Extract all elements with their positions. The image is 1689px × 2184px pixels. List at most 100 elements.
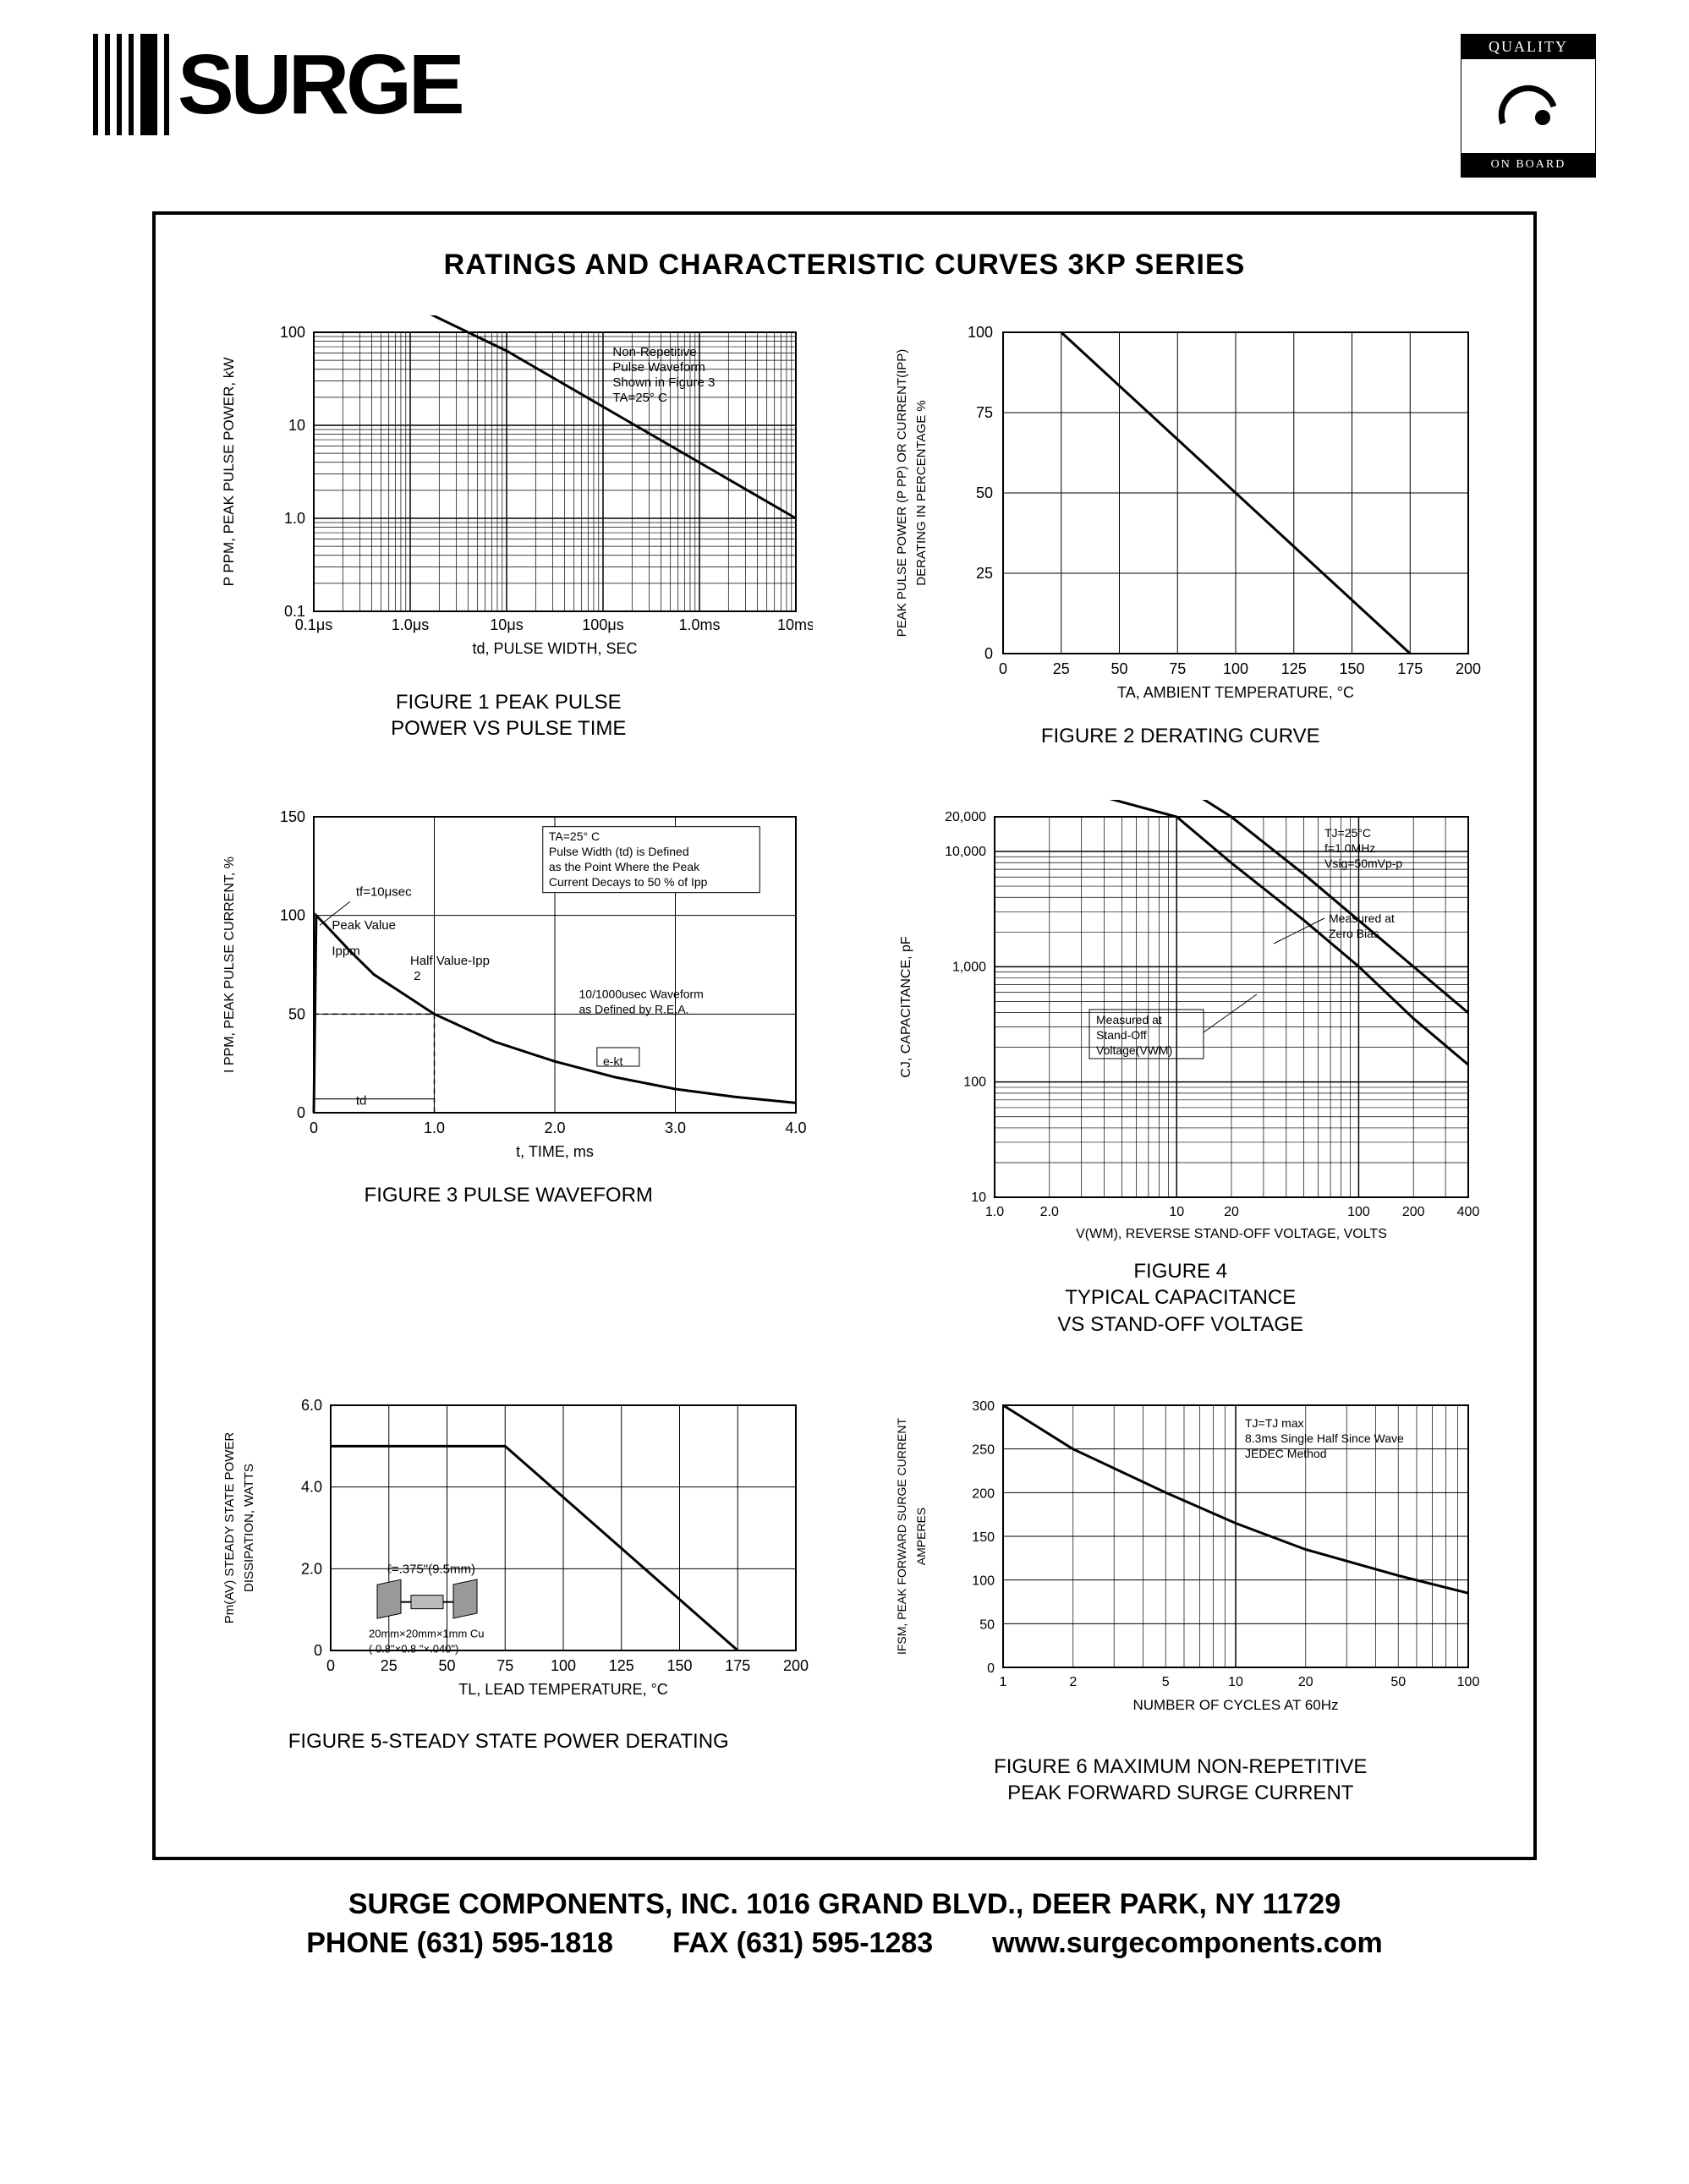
svg-text:1.0: 1.0 — [284, 510, 305, 527]
svg-text:2.0: 2.0 — [545, 1119, 566, 1136]
svg-text:100: 100 — [1456, 1675, 1479, 1689]
surge-logo: SURGE — [93, 34, 462, 135]
main-frame: RATINGS AND CHARACTERISTIC CURVES 3KP SE… — [152, 211, 1537, 1860]
svg-text:TJ=25°Cf=1.0MHzVsig=50mVp-p: TJ=25°Cf=1.0MHzVsig=50mVp-p — [1324, 826, 1402, 870]
svg-text:Measured atZero Bias: Measured atZero Bias — [1329, 911, 1395, 940]
badge-symbol — [1461, 59, 1595, 153]
footer-line1: SURGE COMPONENTS, INC. 1016 GRAND BLVD.,… — [34, 1886, 1655, 1924]
svg-text:10ms: 10ms — [777, 616, 813, 633]
fig2-caption: FIGURE 2 DERATING CURVE — [1041, 723, 1320, 749]
svg-text:td: td — [356, 1094, 367, 1108]
fig1-caption: FIGURE 1 PEAK PULSEPOWER VS PULSE TIME — [391, 689, 626, 742]
svg-text:1,000: 1,000 — [952, 961, 986, 975]
svg-text:75: 75 — [1169, 660, 1186, 677]
svg-text:100: 100 — [963, 1076, 986, 1090]
svg-text:10: 10 — [1228, 1675, 1243, 1689]
svg-text:10: 10 — [1169, 1205, 1184, 1219]
svg-text:2.0: 2.0 — [1039, 1205, 1058, 1219]
svg-text:100μs: 100μs — [583, 616, 624, 633]
fig6-caption: FIGURE 6 MAXIMUM NON-REPETITIVEPEAK FORW… — [994, 1754, 1367, 1806]
charts-grid: 0.1μs1.0μs10μs100μs1.0ms10ms0.11.010100N… — [189, 315, 1500, 1806]
fig2-svg: 02550751001251501752000255075100TA, AMBI… — [876, 315, 1485, 713]
svg-text:4.0: 4.0 — [301, 1478, 322, 1495]
svg-text:I PPM, PEAK PULSE CURRENT, %: I PPM, PEAK PULSE CURRENT, % — [222, 857, 237, 1073]
badge-top-text: QUALITY — [1461, 35, 1595, 59]
svg-text:10,000: 10,000 — [945, 845, 986, 859]
svg-text:10: 10 — [971, 1191, 986, 1205]
svg-text:6.0: 6.0 — [301, 1397, 322, 1414]
svg-text:e-kt: e-kt — [603, 1054, 622, 1068]
svg-text:50: 50 — [288, 1006, 305, 1023]
svg-text:3.0: 3.0 — [665, 1119, 686, 1136]
logo-barcode-icon — [93, 34, 169, 135]
svg-text:175: 175 — [725, 1657, 750, 1674]
svg-text:2: 2 — [1069, 1675, 1077, 1689]
svg-text:20,000: 20,000 — [945, 810, 986, 824]
svg-text:50: 50 — [439, 1657, 456, 1674]
svg-text:20: 20 — [1224, 1205, 1239, 1219]
fig3-svg: 01.02.03.04.0050100150tf=10μsecPeak Valu… — [204, 800, 813, 1172]
svg-text:75: 75 — [496, 1657, 513, 1674]
logo-text: SURGE — [178, 36, 462, 134]
svg-text:1.0μs: 1.0μs — [392, 616, 429, 633]
figure-1: 0.1μs1.0μs10μs100μs1.0ms10ms0.11.010100N… — [189, 315, 828, 749]
fig3-caption: FIGURE 3 PULSE WAVEFORM — [365, 1182, 653, 1208]
svg-text:150: 150 — [1339, 660, 1364, 677]
figure-2: 02550751001251501752000255075100TA, AMBI… — [862, 315, 1500, 749]
fig6-svg: 050100150200250300125102050100TJ=TJ max8… — [876, 1388, 1485, 1743]
svg-text:DISSIPATION, WATTS: DISSIPATION, WATTS — [242, 1464, 256, 1592]
quality-badge: QUALITY ON BOARD — [1461, 34, 1596, 178]
fig1-svg: 0.1μs1.0μs10μs100μs1.0ms10ms0.11.010100N… — [204, 315, 813, 679]
svg-text:2.0: 2.0 — [301, 1560, 322, 1577]
svg-text:IFSM, PEAK FORWARD SURGE CURRE: IFSM, PEAK FORWARD SURGE CURRENT — [895, 1417, 908, 1654]
svg-text:300: 300 — [972, 1399, 995, 1414]
svg-text:TJ=TJ max8.3ms Single Half Sin: TJ=TJ max8.3ms Single Half Since WaveJED… — [1245, 1416, 1404, 1460]
svg-text:DERATING IN PERCENTAGE %: DERATING IN PERCENTAGE % — [914, 400, 929, 585]
svg-text:5: 5 — [1162, 1675, 1170, 1689]
svg-text:75: 75 — [976, 404, 993, 421]
svg-text:0.1: 0.1 — [284, 603, 305, 620]
svg-text:150: 150 — [972, 1530, 995, 1545]
svg-text:AMPERES: AMPERES — [914, 1508, 928, 1565]
svg-text:tf=10μsec: tf=10μsec — [356, 885, 412, 900]
svg-text:1.0: 1.0 — [424, 1119, 445, 1136]
svg-text:10μs: 10μs — [491, 616, 524, 633]
fig5-caption: FIGURE 5-STEADY STATE POWER DERATING — [288, 1728, 729, 1754]
svg-text:25: 25 — [1052, 660, 1069, 677]
svg-text:100: 100 — [551, 1657, 576, 1674]
svg-text:Pm(AV) STEADY STATE POWER: Pm(AV) STEADY STATE POWER — [222, 1431, 237, 1623]
svg-text:ℓ=.375"(9.5mm): ℓ=.375"(9.5mm) — [387, 1562, 475, 1576]
svg-text:0: 0 — [326, 1657, 335, 1674]
svg-text:20: 20 — [1298, 1675, 1313, 1689]
svg-text:100: 100 — [972, 1574, 995, 1588]
svg-text:V(WM), REVERSE STAND-OFF VOLTA: V(WM), REVERSE STAND-OFF VOLTAGE, VOLTS — [1076, 1227, 1387, 1241]
figure-5: 025507510012515017520002.04.06.0ℓ=.375"(… — [189, 1388, 828, 1806]
svg-text:100: 100 — [280, 324, 305, 341]
fig4-caption: FIGURE 4TYPICAL CAPACITANCEVS STAND-OFF … — [1057, 1258, 1303, 1338]
svg-text:25: 25 — [381, 1657, 398, 1674]
badge-bot-text: ON BOARD — [1461, 153, 1595, 177]
svg-text:0: 0 — [310, 1119, 318, 1136]
page-footer: SURGE COMPONENTS, INC. 1016 GRAND BLVD.,… — [34, 1886, 1655, 1963]
svg-text:100: 100 — [1223, 660, 1248, 677]
svg-text:1.0ms: 1.0ms — [679, 616, 721, 633]
svg-text:125: 125 — [609, 1657, 634, 1674]
svg-text:0: 0 — [987, 1661, 995, 1676]
figure-3: 01.02.03.04.0050100150tf=10μsecPeak Valu… — [189, 800, 828, 1338]
svg-text:50: 50 — [976, 484, 993, 501]
page-header: SURGE QUALITY ON BOARD — [34, 34, 1655, 178]
svg-text:Ippm: Ippm — [332, 944, 360, 959]
svg-text:1.0: 1.0 — [985, 1205, 1004, 1219]
svg-text:10/1000usec Waveformas Defined: 10/1000usec Waveformas Defined by R.E.A. — [579, 988, 704, 1016]
footer-phone: PHONE (631) 595-1818 — [306, 1924, 613, 1963]
svg-text:400: 400 — [1456, 1205, 1479, 1219]
figure-4: 1.02.01020100200400101001,00010,00020,00… — [862, 800, 1500, 1338]
svg-text:150: 150 — [280, 808, 305, 825]
svg-text:0: 0 — [314, 1642, 322, 1659]
svg-text:10: 10 — [288, 417, 305, 434]
svg-text:25: 25 — [976, 565, 993, 582]
svg-text:200: 200 — [1402, 1205, 1425, 1219]
svg-text:td, PULSE WIDTH, SEC: td, PULSE WIDTH, SEC — [473, 640, 638, 657]
badge-arc-icon — [1490, 77, 1566, 136]
svg-text:50: 50 — [1390, 1675, 1406, 1689]
